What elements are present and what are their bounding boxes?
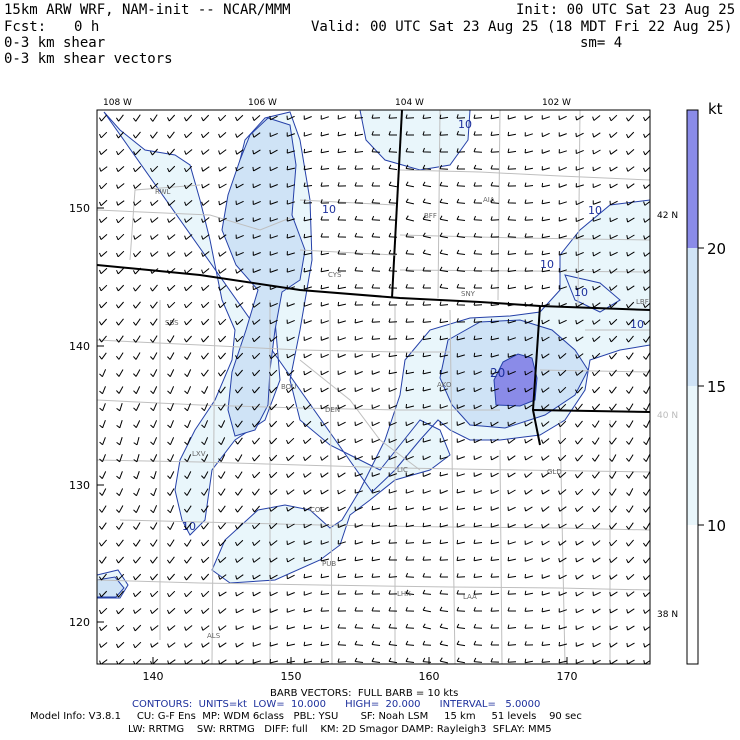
contours-info: CONTOURS: UNITS=kt LOW= 10.000 HIGH= 20.… bbox=[132, 699, 541, 710]
station-label: LBF bbox=[636, 298, 649, 306]
x-grid-label: 170 bbox=[557, 670, 578, 683]
wind-barbs bbox=[98, 114, 650, 664]
x-grid-label: 160 bbox=[419, 670, 440, 683]
forecast-label: Fcst: bbox=[4, 19, 47, 35]
physics-info: LW: RRTMG SW: RRTMG DIFF: full KM: 2D Sm… bbox=[128, 724, 552, 735]
grid-ticks bbox=[97, 207, 568, 664]
station-label: LIC bbox=[397, 466, 408, 474]
station-label: GLD bbox=[547, 468, 562, 476]
station-label: BFF bbox=[424, 212, 437, 220]
station-label: SBS bbox=[165, 319, 179, 327]
y-grid-label: 130 bbox=[69, 479, 90, 492]
contour-label: 10 bbox=[630, 318, 644, 331]
model-title: 15km ARW WRF, NAM-init -- NCAR/MMM bbox=[4, 2, 291, 18]
contour-label: 10 bbox=[458, 118, 472, 131]
longitude-label: 104 W bbox=[395, 98, 424, 108]
station-label: COS bbox=[310, 506, 325, 514]
field-name-vectors: 0-3 km shear vectors bbox=[4, 51, 173, 67]
y-grid-label: 150 bbox=[69, 202, 90, 215]
colorbar-segment-20kt bbox=[687, 110, 698, 248]
station-label: RWL bbox=[155, 188, 171, 196]
longitude-label: 108 W bbox=[103, 98, 132, 108]
init-time: Init: 00 UTC Sat 23 Aug 25 bbox=[516, 2, 736, 18]
field-name-shear: 0-3 km shear bbox=[4, 35, 106, 51]
x-grid-label: 150 bbox=[281, 670, 302, 683]
map-layers: 10 10 10 10 10 10 10 20 RWL BFF AIA CYS … bbox=[97, 110, 650, 664]
colorbar-segment-below-10kt bbox=[687, 525, 698, 664]
contour-label: 20 bbox=[490, 366, 505, 380]
station-label: LHX bbox=[397, 590, 411, 598]
map-frame bbox=[96, 109, 651, 665]
colorbar: kt 20 15 10 bbox=[686, 100, 726, 665]
colorbar-level: 15 bbox=[707, 378, 726, 396]
forecast-hour: 0 h bbox=[74, 19, 100, 35]
y-grid-label: 140 bbox=[69, 340, 90, 353]
colorbar-unit: kt bbox=[708, 100, 723, 118]
station-label: DEN bbox=[325, 406, 340, 414]
x-grid-label: 140 bbox=[143, 670, 164, 683]
station-label: SNY bbox=[461, 290, 476, 298]
longitude-label: 102 W bbox=[542, 98, 571, 108]
state-borders bbox=[97, 110, 650, 446]
latitude-label: 40 N bbox=[657, 411, 678, 421]
contour-label: 10 bbox=[540, 258, 554, 271]
shear-15kt-southwest bbox=[97, 576, 125, 598]
valid-time: Valid: 00 UTC Sat 23 Aug 25 (18 MDT Fri … bbox=[311, 19, 733, 35]
contour-label: 10 bbox=[322, 203, 336, 216]
station-label: LAA bbox=[463, 593, 477, 601]
latitude-label: 42 N bbox=[657, 211, 678, 221]
colorbar-frame bbox=[686, 109, 699, 665]
county-borders bbox=[97, 110, 650, 664]
station-label: AIA bbox=[483, 196, 495, 204]
barb-vectors-note: BARB VECTORS: FULL BARB = 10 kts bbox=[270, 688, 459, 699]
station-label: CYS bbox=[328, 271, 342, 279]
shear-15kt-north bbox=[221, 117, 306, 437]
station-label: PUB bbox=[322, 560, 336, 568]
station-label: AKO bbox=[437, 381, 452, 389]
station-label: ALS bbox=[207, 632, 221, 640]
model-info: Model Info: V3.8.1 CU: G-F Ens MP: WDM 6… bbox=[30, 711, 582, 722]
smoothing-value: sm= 4 bbox=[580, 35, 623, 51]
station-label: LXV bbox=[192, 450, 206, 458]
shear-20kt-region bbox=[493, 353, 538, 407]
station-label: BOU bbox=[281, 383, 296, 391]
colorbar-level: 20 bbox=[707, 240, 726, 258]
wind-barb-field bbox=[98, 114, 650, 664]
y-grid-label: 120 bbox=[69, 616, 90, 629]
contour-label: 10 bbox=[588, 204, 602, 217]
latitude-label: 38 N bbox=[657, 610, 678, 620]
colorbar-segment-10kt bbox=[687, 386, 698, 525]
colorbar-level: 10 bbox=[707, 517, 726, 535]
longitude-label: 106 W bbox=[248, 98, 277, 108]
shear-10kt-northeast bbox=[359, 110, 471, 171]
colorbar-segment-15kt bbox=[687, 248, 698, 386]
